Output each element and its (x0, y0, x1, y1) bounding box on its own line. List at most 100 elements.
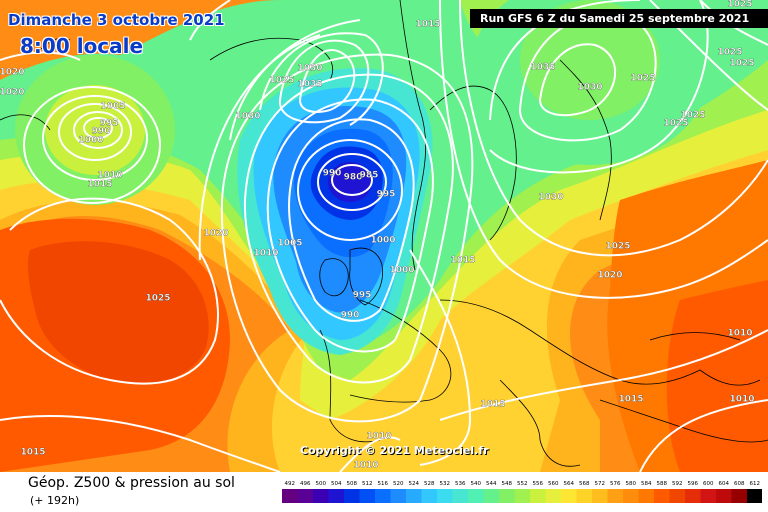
isobar-label: 1030 (235, 112, 260, 122)
legend-value: 596 (688, 481, 699, 487)
legend-value: 556 (533, 481, 544, 487)
isobar-label: 1030 (538, 193, 563, 203)
isobar-label: 1030 (577, 83, 602, 93)
isobar-label: 1035 (530, 63, 555, 73)
copyright-text: Copyright © 2021 Meteociel.fr (300, 444, 489, 457)
isobar-label: 1010 (727, 329, 752, 339)
isobar-label: 995 (353, 291, 372, 301)
legend-swatch (297, 489, 313, 503)
forecast-date: Dimanche 3 octobre 2021 (8, 11, 225, 29)
legend-value: 508 (347, 481, 358, 487)
weather-map: 1015102010201035103010251025102510251025… (0, 0, 768, 472)
coastlines (0, 0, 768, 467)
field-ne-lightgreen (520, 0, 660, 120)
isobar-label: 990 (92, 127, 111, 137)
isobar-labels: 1015102010201035103010251025102510251025… (0, 0, 755, 471)
legend-value: 512 (362, 481, 373, 487)
isobar-label: 1015 (618, 395, 643, 405)
isobar-label: 1010 (97, 171, 122, 181)
forecast-time: 8:00 locale (20, 34, 144, 58)
color-scale-legend: 492 496 500 504 508 512 516 520 524 528 532 536 540 5… (282, 481, 762, 503)
legend-swatch (561, 489, 577, 503)
legend-value: 504 (331, 481, 342, 487)
isobar-label: 1015 (415, 20, 440, 30)
isobar-label: 1025 (269, 76, 294, 86)
legend-value: 540 (471, 481, 482, 487)
isobar-label: 990 (341, 311, 360, 321)
legend-swatch (344, 489, 360, 503)
legend-swatch (576, 489, 592, 503)
isobar-label: 1025 (145, 294, 170, 304)
legend-swatch (607, 489, 623, 503)
isobar-label: 1000 (389, 266, 414, 276)
isobar-label: 995 (100, 119, 119, 129)
legend-swatch (483, 489, 499, 503)
isobar-label: 1035 (297, 80, 322, 90)
legend-swatch (406, 489, 422, 503)
legend-value: 516 (378, 481, 389, 487)
legend-value: 548 (502, 481, 513, 487)
isobar-label: 1005 (277, 239, 302, 249)
legend-swatch (545, 489, 561, 503)
isobar-label: 1005 (100, 102, 125, 112)
legend-swatch (700, 489, 716, 503)
isobar-label: 1000 (78, 136, 103, 146)
isobars (0, 0, 768, 472)
isobar-label: 1000 (370, 236, 395, 246)
legend-value: 568 (579, 481, 590, 487)
legend-value: 584 (641, 481, 652, 487)
legend-value: 532 (440, 481, 451, 487)
legend-value: 572 (595, 481, 606, 487)
legend-swatch (328, 489, 344, 503)
legend-swatch (638, 489, 654, 503)
legend-value: 576 (610, 481, 621, 487)
legend-swatch (530, 489, 546, 503)
isobar-label: 1020 (0, 68, 25, 78)
legend-swatch (685, 489, 701, 503)
legend-swatch (499, 489, 515, 503)
legend-value: 496 (300, 481, 311, 487)
isobar-label: 1015 (450, 256, 475, 266)
isobar-label: 1025 (727, 0, 752, 10)
isobar-label: 1010 (729, 395, 754, 405)
field-596 (27, 241, 209, 384)
legend-value: 528 (424, 481, 435, 487)
legend-value: 552 (517, 481, 528, 487)
legend-swatch (468, 489, 484, 503)
legend-swatch (421, 489, 437, 503)
legend-swatch (452, 489, 468, 503)
legend-value: 608 (734, 481, 745, 487)
legend-swatch (747, 489, 762, 503)
forecast-step: (+ 192h) (30, 494, 80, 507)
legend-value: 600 (703, 481, 714, 487)
isobar-label: 1010 (353, 461, 378, 471)
isobar-label: 1010 (366, 432, 391, 442)
isobar-label: 1030 (297, 64, 322, 74)
legend-swatch (359, 489, 375, 503)
isobar-label: 1020 (0, 88, 25, 98)
legend-value: 592 (672, 481, 683, 487)
isobar-label: 1025 (729, 59, 754, 69)
isobar-label: 1020 (203, 229, 228, 239)
product-title: Géop. Z500 & pression au sol (28, 475, 235, 491)
isobar-label: 1025 (680, 111, 705, 121)
legend-swatch (623, 489, 639, 503)
legend-swatch (437, 489, 453, 503)
isobar-label: 1025 (630, 74, 655, 84)
legend-value: 544 (486, 481, 497, 487)
legend-value: 536 (455, 481, 466, 487)
legend-swatch (654, 489, 670, 503)
legend-value: 560 (548, 481, 559, 487)
isobar-label: 1015 (87, 180, 112, 190)
isobar-label: 995 (377, 190, 396, 200)
legend-value: 492 (285, 481, 296, 487)
legend-value: 564 (564, 481, 575, 487)
isobar-label: 1025 (663, 119, 688, 129)
isobar-label: 985 (360, 171, 379, 181)
legend-swatch (282, 489, 298, 503)
isobar-label: 980 (344, 173, 363, 183)
legend-swatch (375, 489, 391, 503)
model-run-label: Run GFS 6 Z du Samedi 25 septembre 2021 (470, 9, 768, 28)
legend-swatch (592, 489, 608, 503)
legend-swatch (716, 489, 732, 503)
